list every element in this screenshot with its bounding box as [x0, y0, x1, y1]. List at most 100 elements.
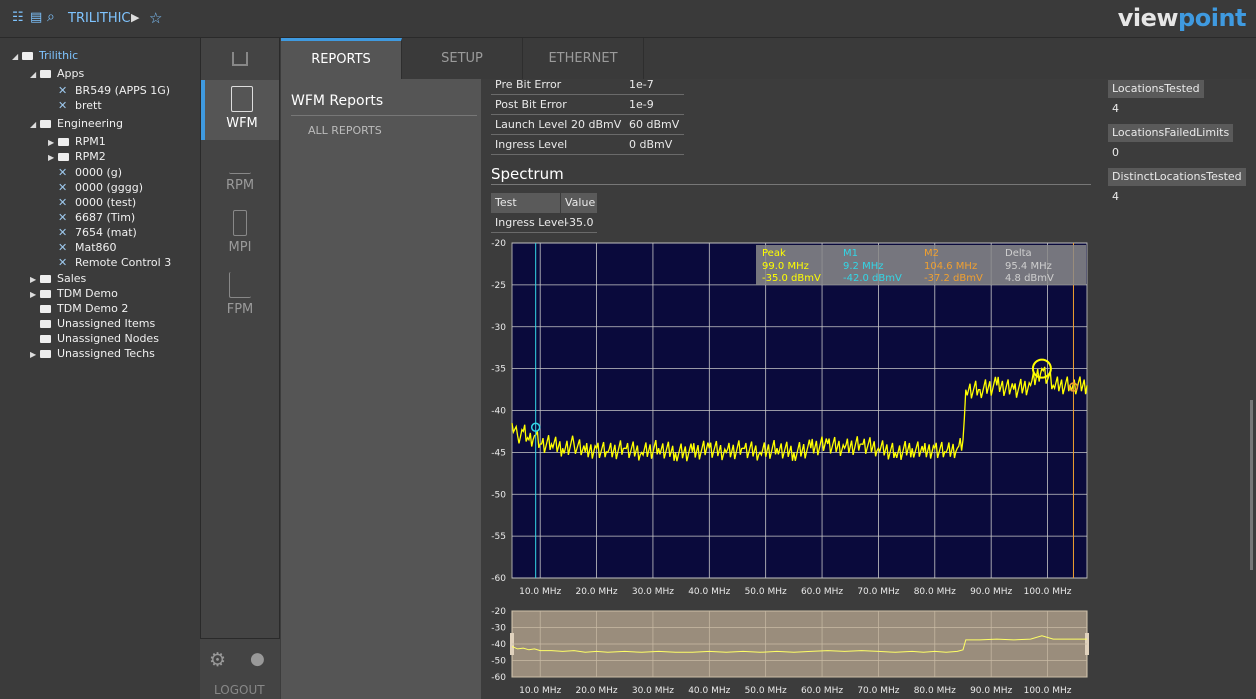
top-bar: ☷ ▤ ⌕ TRILITHIC ▶ ☆ viewpoint	[0, 0, 1256, 38]
device-wrench-icon: ✕	[58, 256, 68, 269]
overview-y-tick-label: -50	[491, 657, 506, 667]
tree-device-item[interactable]: ✕ Mat860	[48, 240, 117, 255]
marker-title: Peak	[762, 248, 786, 259]
logout-link[interactable]: LOGOUT	[214, 683, 265, 697]
tree-folder-item[interactable]: Unassigned Items	[30, 316, 155, 331]
device-wrench-icon: ✕	[58, 196, 68, 209]
viewpoint-logo: viewpoint	[1117, 4, 1247, 32]
tree-view-icon[interactable]: ☷	[12, 10, 24, 25]
marker-level: 4.8 dBmV	[1005, 273, 1054, 284]
breadcrumb[interactable]: TRILITHIC	[68, 11, 131, 26]
fpm-spectrum-icon	[229, 272, 251, 298]
overview-x-tick-label: 20.0 MHz	[575, 686, 617, 696]
device-wrench-icon: ✕	[58, 211, 68, 224]
nav-wfm[interactable]: WFM	[201, 80, 279, 140]
y-tick-label: -30	[491, 323, 506, 333]
expand-icon[interactable]: ▶	[30, 275, 37, 284]
marker-level: -35.0 dBmV	[762, 273, 821, 284]
tree-device-item[interactable]: ✕ BR549 (APPS 1G)	[48, 83, 170, 98]
search-icon[interactable]: ⌕	[47, 9, 55, 25]
folder-icon	[40, 320, 51, 328]
spectrum-trace	[511, 366, 1088, 462]
y-tick-label: -40	[491, 407, 506, 417]
test-value: -35.0	[565, 216, 594, 229]
overview-x-tick-label: 100.0 MHz	[1024, 686, 1072, 696]
tree-folder-item[interactable]: Unassigned Nodes	[30, 331, 159, 346]
table-row: Launch Level 20 dBmV 60 dBmV	[491, 115, 684, 135]
marker-frequency: 95.4 MHz	[1005, 261, 1052, 272]
summary-label: DistinctLocationsTested	[1108, 168, 1246, 186]
overview-y-tick-label: -30	[491, 624, 506, 634]
divider	[491, 184, 1091, 185]
home-icon[interactable]	[201, 42, 279, 78]
x-tick-label: 80.0 MHz	[914, 587, 956, 597]
document-icon[interactable]: ▤	[30, 10, 43, 25]
collapse-icon[interactable]: ◢	[30, 70, 37, 79]
tree-folder-item[interactable]: ▶ TDM Demo	[30, 286, 118, 301]
overview-y-tick-label: -60	[491, 673, 506, 683]
tree-item-label: Apps	[57, 67, 85, 80]
tab-ethernet[interactable]: ETHERNET	[523, 38, 644, 79]
favorite-star-icon[interactable]: ☆	[149, 9, 163, 27]
scrollbar[interactable]	[1250, 400, 1253, 570]
x-tick-label: 60.0 MHz	[801, 587, 843, 597]
y-tick-label: -60	[491, 574, 506, 584]
expand-icon[interactable]: ▶	[30, 350, 37, 359]
tree-item-label: Remote Control 3	[75, 256, 172, 269]
user-icon[interactable]: ●	[250, 649, 265, 669]
marker-level: -37.2 dBmV	[924, 273, 983, 284]
cell-name: Pre Bit Error	[495, 78, 562, 91]
tree-folder-item[interactable]: ▶ RPM1	[48, 134, 106, 149]
x-tick-label: 70.0 MHz	[857, 587, 899, 597]
expand-icon[interactable]: ▶	[48, 153, 55, 162]
table-row: Post Bit Error 1e-9	[491, 95, 684, 115]
overview-x-tick-label: 90.0 MHz	[970, 686, 1012, 696]
tree-device-item[interactable]: ✕ 0000 (g)	[48, 165, 122, 180]
overview-x-tick-label: 30.0 MHz	[632, 686, 674, 696]
tree-folder-item[interactable]: ▶ Unassigned Techs	[30, 346, 155, 361]
tree-device-item[interactable]: ✕ 7654 (mat)	[48, 225, 137, 240]
x-tick-label: 50.0 MHz	[745, 587, 787, 597]
tree-folder-item[interactable]: ◢ Apps	[30, 66, 84, 81]
tree-folder-item[interactable]: ▶ Sales	[30, 271, 86, 286]
tree-device-item[interactable]: ✕ 0000 (gggg)	[48, 180, 143, 195]
marker-peak-point	[1031, 358, 1052, 379]
tree-folder-item[interactable]: ◢ Engineering	[30, 116, 123, 131]
device-wrench-icon: ✕	[58, 84, 68, 97]
tree-device-item[interactable]: ✕ Remote Control 3	[48, 255, 171, 270]
tree-folder-item[interactable]: TDM Demo 2	[30, 301, 128, 316]
tab-reports[interactable]: REPORTS	[281, 38, 402, 79]
folder-icon	[40, 70, 51, 78]
tree-device-item[interactable]: ✕ 6687 (Tim)	[48, 210, 135, 225]
rpm-waveform-icon	[229, 148, 251, 174]
nav-fpm[interactable]: FPM	[201, 266, 279, 326]
tree-item-label: 0000 (g)	[75, 166, 123, 179]
expand-icon[interactable]: ▶	[30, 290, 37, 299]
x-tick-label: 10.0 MHz	[519, 587, 561, 597]
tree-device-item[interactable]: ✕ 0000 (test)	[48, 195, 136, 210]
tree-item-label: TDM Demo 2	[57, 302, 129, 315]
y-tick-label: -50	[491, 490, 506, 500]
all-reports-link[interactable]: ALL REPORTS	[308, 124, 382, 137]
tree-folder-item[interactable]: ◢ Trilithic	[12, 48, 78, 63]
expand-icon[interactable]: ▶	[48, 138, 55, 147]
nav-mpi[interactable]: MPI	[201, 204, 279, 264]
nav-rpm[interactable]: RPM	[201, 142, 279, 202]
tab-bar: REPORTS SETUP ETHERNET	[281, 38, 1256, 79]
spectrum-chart[interactable]: -20 -25 -30 -35 -40 -45 -50 -55 -60 10.0 MHz 20.0 …	[481, 234, 1111, 699]
tree-device-item[interactable]: ✕ brett	[48, 98, 102, 113]
tree-item-label: RPM1	[75, 135, 106, 148]
tree-item-label: Trilithic	[39, 49, 79, 62]
play-icon[interactable]: ▶	[131, 11, 140, 24]
settings-gear-icon[interactable]: ⚙	[209, 649, 227, 671]
tree-item-label: 7654 (mat)	[75, 226, 137, 239]
folder-icon	[40, 290, 51, 298]
device-wrench-icon: ✕	[58, 181, 68, 194]
collapse-icon[interactable]: ◢	[12, 52, 19, 61]
marker-frequency: 104.6 MHz	[924, 261, 977, 272]
cell-name: Launch Level	[495, 118, 568, 131]
tree-folder-item[interactable]: ▶ RPM2	[48, 149, 106, 164]
overview-x-tick-label: 80.0 MHz	[914, 686, 956, 696]
tab-setup[interactable]: SETUP	[402, 38, 523, 79]
collapse-icon[interactable]: ◢	[30, 120, 37, 129]
